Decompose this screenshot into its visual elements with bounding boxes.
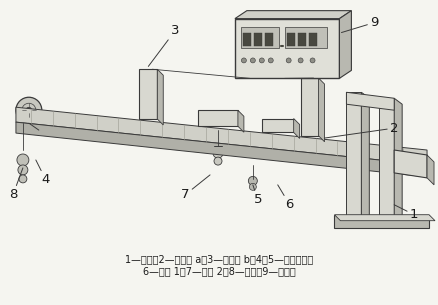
Text: 8: 8: [9, 168, 23, 201]
Polygon shape: [318, 78, 324, 142]
Circle shape: [19, 175, 27, 183]
Polygon shape: [16, 107, 426, 165]
Circle shape: [341, 220, 346, 226]
Bar: [240, 27, 278, 48]
Circle shape: [212, 148, 223, 158]
Bar: [253, 33, 261, 46]
Polygon shape: [378, 98, 393, 220]
Circle shape: [16, 97, 42, 123]
Circle shape: [241, 58, 246, 63]
Polygon shape: [346, 92, 393, 110]
Circle shape: [385, 220, 391, 226]
Bar: [297, 33, 305, 46]
Circle shape: [304, 100, 309, 106]
Bar: [242, 33, 250, 46]
Bar: [284, 27, 326, 48]
Circle shape: [17, 154, 29, 166]
Bar: [264, 33, 272, 46]
Circle shape: [297, 58, 302, 63]
Circle shape: [214, 157, 222, 165]
Circle shape: [268, 58, 272, 63]
Circle shape: [259, 58, 264, 63]
Text: 5: 5: [252, 185, 261, 206]
Text: 1—导轨；2—光电门 a；3—光电门 b；4、5—调节螺钉；: 1—导轨；2—光电门 a；3—光电门 b；4、5—调节螺钉；: [124, 255, 312, 264]
Circle shape: [249, 183, 256, 190]
Text: 3: 3: [148, 24, 179, 66]
Circle shape: [144, 89, 148, 94]
Polygon shape: [139, 69, 157, 119]
Text: 1: 1: [393, 205, 417, 221]
Polygon shape: [339, 11, 350, 78]
Polygon shape: [393, 150, 426, 178]
Text: 9: 9: [341, 16, 378, 33]
Polygon shape: [393, 98, 401, 226]
Circle shape: [18, 165, 28, 175]
Polygon shape: [293, 119, 299, 138]
Polygon shape: [334, 215, 428, 228]
Text: 4: 4: [36, 160, 50, 186]
Polygon shape: [360, 92, 368, 226]
Polygon shape: [426, 155, 433, 185]
Polygon shape: [198, 110, 237, 126]
Circle shape: [248, 176, 257, 185]
Polygon shape: [334, 215, 434, 221]
Circle shape: [144, 104, 148, 109]
Text: 2: 2: [324, 122, 398, 138]
Polygon shape: [300, 78, 318, 136]
Polygon shape: [234, 19, 339, 78]
Circle shape: [309, 58, 314, 63]
Text: 6: 6: [277, 185, 293, 211]
Bar: [286, 33, 294, 46]
Circle shape: [286, 58, 290, 63]
Text: 6—滑块 1；7—滑块 2；8—气源；9—计时器: 6—滑块 1；7—滑块 2；8—气源；9—计时器: [142, 267, 295, 276]
Circle shape: [250, 58, 255, 63]
Polygon shape: [157, 69, 163, 125]
Text: 7: 7: [180, 175, 209, 201]
Circle shape: [356, 220, 361, 226]
Circle shape: [26, 107, 32, 113]
Polygon shape: [346, 92, 360, 220]
Polygon shape: [234, 11, 350, 19]
Polygon shape: [261, 119, 293, 132]
Circle shape: [405, 220, 411, 226]
Circle shape: [304, 117, 309, 122]
Polygon shape: [237, 110, 244, 132]
Polygon shape: [16, 122, 426, 177]
Bar: [308, 33, 316, 46]
